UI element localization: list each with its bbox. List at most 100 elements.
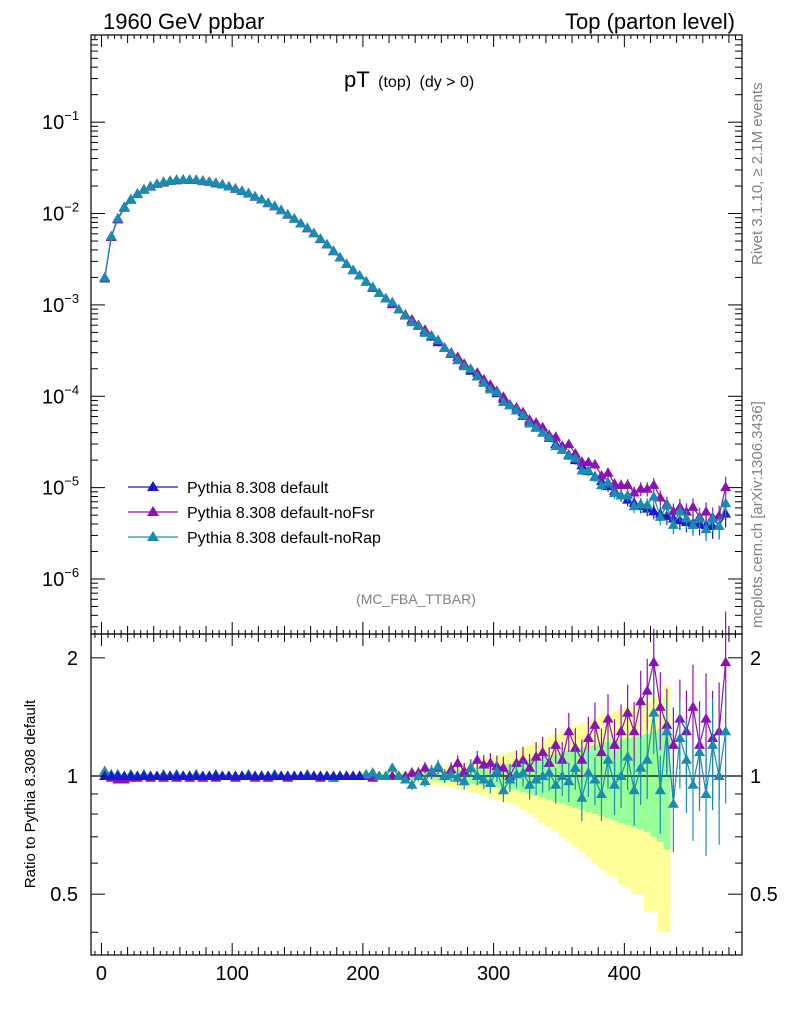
main-marker-noRap <box>301 222 313 232</box>
main-line-noFsr <box>104 179 727 518</box>
main-y-tick-exp: −4 <box>64 382 79 397</box>
ratio-marker <box>367 767 379 777</box>
legend-label-norap: Pythia 8.308 default-noRap <box>187 530 381 547</box>
main-marker-noRap <box>334 252 346 262</box>
main-marker-noRap <box>308 227 320 238</box>
main-marker-noRap <box>550 440 562 451</box>
ratio-marker <box>563 725 575 736</box>
ratio-marker <box>497 784 509 795</box>
main-series-layer <box>99 174 732 542</box>
ratio-y-tick-label-left: 2 <box>67 648 78 670</box>
main-marker-noFsr <box>687 501 699 511</box>
main-marker-default <box>661 510 673 520</box>
ratio-marker <box>406 779 418 789</box>
main-marker-noFsr <box>720 481 732 492</box>
main-marker-noRap <box>445 348 457 358</box>
main-marker-noRap <box>275 204 287 215</box>
main-line-default <box>104 179 727 527</box>
legend-entry-nofsr: Pythia 8.308 default-noFsr <box>128 505 375 522</box>
main-y-tick-label: 10−6 <box>42 565 79 591</box>
main-y-tick-base: 10 <box>42 204 64 226</box>
main-marker-noRap <box>341 258 353 269</box>
ratio-marker <box>569 762 581 772</box>
main-marker-noRap <box>354 269 366 280</box>
main-marker-noRap <box>282 208 294 219</box>
main-y-tick-label: 10−5 <box>42 474 79 500</box>
ratio-marker <box>543 767 555 777</box>
ratio-marker <box>582 767 594 777</box>
main-marker-noFsr <box>563 438 575 449</box>
ratio-marker <box>648 707 660 717</box>
legend-marker-norap <box>147 531 159 541</box>
ratio-marker <box>380 770 392 781</box>
main-marker-noRap <box>314 233 326 243</box>
main-marker-noRap <box>256 193 268 204</box>
main-marker-noRap <box>190 174 202 184</box>
main-line-noRap <box>104 178 727 531</box>
plot-title: pT (top) (dy > 0) <box>344 67 474 92</box>
ratio-x-tick-label: 0 <box>96 963 107 985</box>
main-marker-noRap <box>602 476 614 487</box>
main-y-tick-exp: −2 <box>64 200 79 215</box>
main-marker-noRap <box>327 245 339 256</box>
main-marker-noRap <box>654 511 666 521</box>
ratio-panel: 0.5 0.5 1 1 2 2 0 100 200 300 400 Ratio to Pythia… <box>22 611 778 985</box>
main-marker-noRap <box>556 444 568 454</box>
ratio-marker <box>550 739 562 749</box>
ratio-frame <box>90 633 743 956</box>
main-marker-noRap <box>667 519 679 529</box>
main-marker-noRap <box>262 197 274 207</box>
main-marker-noRap <box>589 471 601 482</box>
ratio-x-tick-label: 300 <box>477 963 510 985</box>
legend-marker-nofsr <box>147 506 159 516</box>
ratio-marker <box>661 725 673 736</box>
ratio-marker <box>654 784 666 795</box>
ratio-ref-marker <box>354 770 366 781</box>
main-marker-noRap <box>419 327 431 337</box>
ratio-marker <box>504 773 516 784</box>
main-marker-noRap <box>432 334 444 344</box>
ratio-marker <box>694 746 706 757</box>
ratio-marker <box>419 775 431 786</box>
main-marker-noRap <box>569 452 581 463</box>
main-marker-noRap <box>125 193 137 203</box>
main-marker-noRap <box>504 399 516 410</box>
main-marker-noFsr <box>589 458 601 469</box>
main-marker-noRap <box>622 489 634 500</box>
main-marker-noRap <box>360 275 372 286</box>
main-marker-noRap <box>380 292 392 303</box>
main-marker-noRap <box>295 217 307 228</box>
ratio-marker <box>687 779 699 789</box>
ratio-marker <box>386 762 398 772</box>
rivet-label: Rivet 3.1.10, ≥ 2.1M events <box>749 83 766 266</box>
main-marker-noRap <box>452 354 464 365</box>
ratio-marker <box>484 777 496 787</box>
ratio-y-tick-label-right: 0.5 <box>750 884 778 906</box>
legend-label-nofsr: Pythia 8.308 default-noFsr <box>187 505 375 522</box>
ratio-bands-layer <box>101 685 671 933</box>
main-marker-noRap <box>491 386 503 397</box>
main-y-tick-base: 10 <box>42 386 64 408</box>
ratio-series-layer <box>99 611 732 857</box>
main-marker-noRap <box>321 238 333 249</box>
ratio-marker <box>537 770 549 781</box>
mcplots-label: mcplots.cern.ch [arXiv:1306.3436] <box>749 401 766 628</box>
ratio-marker <box>641 754 653 764</box>
ratio-marker <box>589 773 601 784</box>
ratio-marker <box>602 754 614 764</box>
ratio-marker <box>569 742 581 752</box>
ratio-marker <box>720 656 732 667</box>
main-marker-noRap <box>203 176 215 186</box>
main-marker-noRap <box>694 512 706 523</box>
ratio-marker <box>517 767 529 777</box>
main-marker-noRap <box>484 383 496 394</box>
main-y-tick-exp: −5 <box>64 474 79 489</box>
ratio-marker <box>648 656 660 667</box>
main-marker-noRap <box>99 271 111 282</box>
main-marker-noRap <box>118 201 130 211</box>
ratio-marker <box>550 779 562 789</box>
main-marker-default <box>648 505 660 516</box>
ratio-marker <box>700 713 712 723</box>
ratio-marker <box>667 739 679 749</box>
main-marker-noRap <box>347 264 359 275</box>
